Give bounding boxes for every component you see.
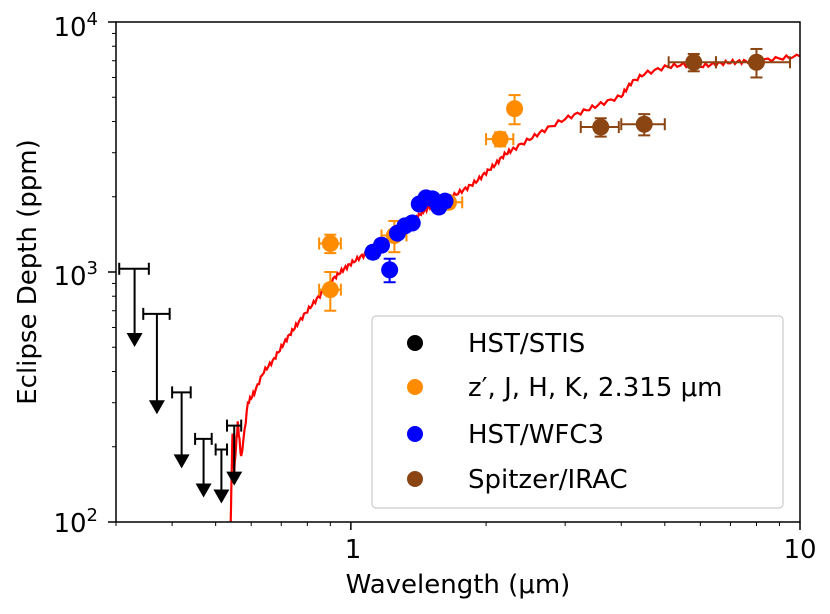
stis-upper-limit-2	[142, 307, 171, 415]
legend-marker-wfc3	[407, 426, 423, 442]
x-tick-label-1: 1	[345, 535, 362, 565]
stis-limit-arrowhead	[226, 471, 243, 486]
y-tick-label-10000: 104	[53, 9, 98, 43]
ground-point-2	[318, 271, 342, 312]
stis-upper-limit-5	[213, 443, 230, 504]
irac-point-1	[579, 117, 620, 138]
svg-text:104: 104	[53, 9, 98, 43]
stis-upper-limit-4	[194, 432, 213, 498]
wfc3-point-11	[436, 192, 454, 210]
stis-limit-arrowhead	[173, 454, 190, 469]
irac-point-2	[620, 113, 666, 137]
legend: HST/STIS z′, J, H, K, 2.315 μm HST/WFC3 …	[371, 315, 784, 509]
model-spectrum-line	[229, 53, 800, 522]
irac-point-3	[667, 52, 717, 73]
irac-point-4	[714, 47, 791, 79]
ground-point-5	[485, 130, 515, 148]
ground-point-2-marker	[321, 281, 339, 299]
legend-label-irac: Spitzer/IRAC	[468, 465, 628, 495]
legend-marker-ground	[407, 379, 423, 395]
legend-label-wfc3: HST/WFC3	[468, 420, 604, 450]
wfc3-point-6-marker	[403, 214, 421, 232]
wfc3-point-6	[403, 214, 421, 232]
irac-point-2-marker	[635, 115, 653, 133]
stis-limit-arrowhead	[126, 332, 143, 347]
legend-label-stis: HST/STIS	[468, 329, 585, 359]
wfc3-point-2-marker	[372, 236, 390, 254]
irac-point-4-marker	[747, 53, 765, 71]
wfc3-point-3-marker	[381, 261, 399, 279]
legend-frame	[371, 315, 784, 509]
wfc3-point-2	[372, 236, 390, 254]
svg-text:102: 102	[53, 505, 98, 539]
x-axis-label: Wavelength (μm)	[346, 570, 571, 600]
stis-limit-arrowhead	[195, 483, 212, 498]
ground-point-5-marker	[491, 130, 509, 148]
stis-limit-arrowhead	[148, 400, 165, 415]
stis-limit-arrowhead	[213, 489, 230, 504]
x-tick-label-10: 10	[783, 535, 816, 565]
ground-point-1-marker	[321, 235, 339, 253]
stis-upper-limit-6	[226, 419, 243, 486]
wfc3-point-3	[381, 257, 399, 284]
y-axis-label: Eclipse Depth (ppm)	[13, 139, 43, 405]
y-tick-label-1000: 103	[53, 258, 98, 292]
irac-point-3-marker	[685, 53, 703, 71]
irac-point-1-marker	[592, 118, 610, 136]
legend-marker-stis	[407, 335, 423, 351]
ground-point-1	[318, 233, 342, 255]
stis-upper-limit-3	[171, 386, 192, 469]
legend-marker-irac	[407, 471, 423, 487]
stis-upper-limit-1	[118, 262, 150, 347]
svg-text:103: 103	[53, 258, 98, 292]
ground-point-6	[506, 94, 524, 126]
y-tick-label-100: 102	[53, 505, 98, 539]
ground-point-6-marker	[506, 100, 524, 118]
legend-label-ground: z′, J, H, K, 2.315 μm	[468, 373, 723, 403]
wfc3-point-11-marker	[436, 192, 454, 210]
